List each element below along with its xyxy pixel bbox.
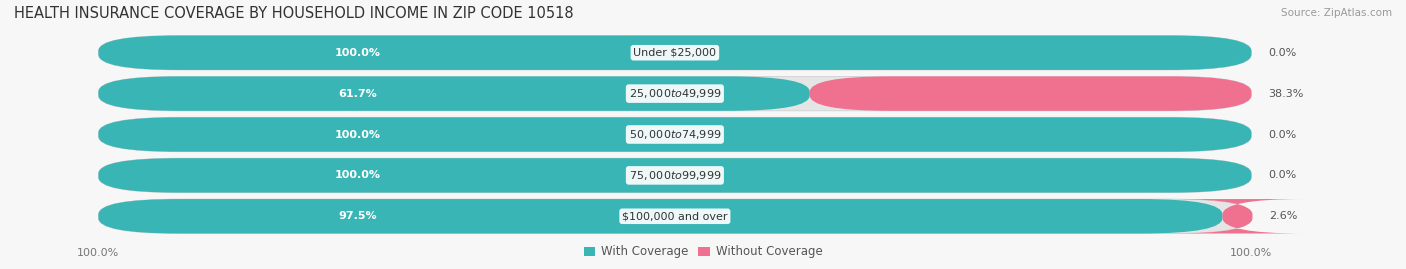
Text: 100.0%: 100.0%	[335, 48, 381, 58]
Text: $25,000 to $49,999: $25,000 to $49,999	[628, 87, 721, 100]
FancyBboxPatch shape	[98, 117, 1251, 152]
Text: 2.6%: 2.6%	[1270, 211, 1298, 221]
Text: $75,000 to $99,999: $75,000 to $99,999	[628, 169, 721, 182]
FancyBboxPatch shape	[1171, 199, 1303, 233]
Text: HEALTH INSURANCE COVERAGE BY HOUSEHOLD INCOME IN ZIP CODE 10518: HEALTH INSURANCE COVERAGE BY HOUSEHOLD I…	[14, 6, 574, 21]
Text: 38.3%: 38.3%	[1268, 89, 1303, 99]
FancyBboxPatch shape	[98, 76, 1251, 111]
Text: 0.0%: 0.0%	[1268, 129, 1296, 140]
FancyBboxPatch shape	[98, 199, 1251, 233]
FancyBboxPatch shape	[98, 36, 1251, 70]
Legend: With Coverage, Without Coverage: With Coverage, Without Coverage	[579, 241, 827, 263]
FancyBboxPatch shape	[98, 158, 1251, 193]
Text: 0.0%: 0.0%	[1268, 48, 1296, 58]
Text: $100,000 and over: $100,000 and over	[621, 211, 728, 221]
Text: 100.0%: 100.0%	[1230, 248, 1272, 258]
Text: Under $25,000: Under $25,000	[633, 48, 717, 58]
FancyBboxPatch shape	[98, 36, 1251, 70]
FancyBboxPatch shape	[810, 76, 1251, 111]
Text: 0.0%: 0.0%	[1268, 170, 1296, 180]
FancyBboxPatch shape	[98, 158, 1251, 193]
Text: 100.0%: 100.0%	[77, 248, 120, 258]
FancyBboxPatch shape	[98, 117, 1251, 152]
Text: 61.7%: 61.7%	[339, 89, 377, 99]
FancyBboxPatch shape	[98, 199, 1222, 233]
Text: 97.5%: 97.5%	[339, 211, 377, 221]
Text: 100.0%: 100.0%	[335, 129, 381, 140]
FancyBboxPatch shape	[98, 76, 810, 111]
Text: $50,000 to $74,999: $50,000 to $74,999	[628, 128, 721, 141]
Text: Source: ZipAtlas.com: Source: ZipAtlas.com	[1281, 8, 1392, 19]
Text: 100.0%: 100.0%	[335, 170, 381, 180]
